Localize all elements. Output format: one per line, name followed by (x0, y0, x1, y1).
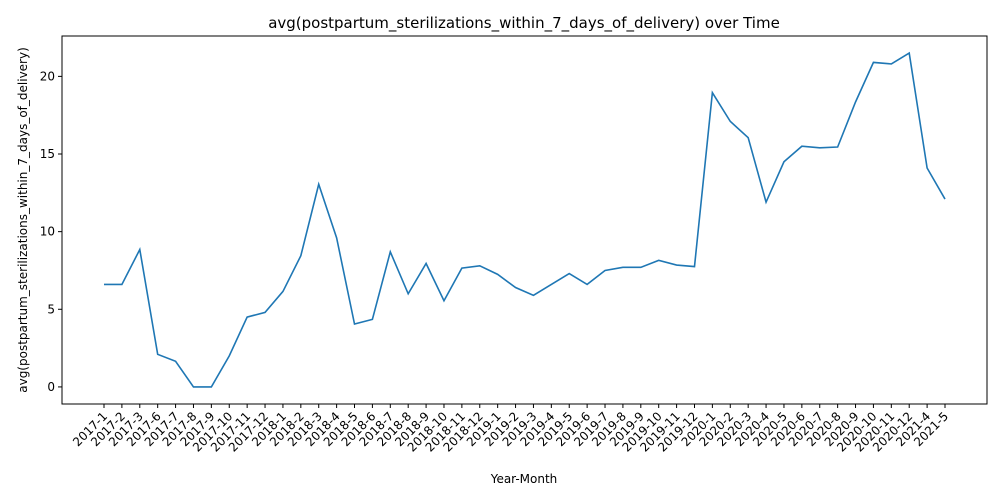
y-tick-label: 20 (40, 69, 55, 83)
y-tick-label: 10 (40, 225, 55, 239)
y-tick-label: 0 (47, 380, 55, 394)
y-axis-ticks: 0 5 10 15 20 (40, 69, 62, 394)
x-axis-ticks: 2017-12017-22017-32017-62017-72017-82017… (70, 404, 951, 455)
y-tick-label: 5 (47, 302, 55, 316)
x-axis-label: Year-Month (490, 472, 558, 486)
y-axis-label: avg(postpartum_sterilizations_within_7_d… (16, 47, 30, 393)
series-points (104, 53, 945, 387)
series-line (104, 53, 945, 387)
chart-title: avg(postpartum_sterilizations_within_7_d… (268, 14, 780, 33)
y-tick-label: 15 (40, 147, 55, 161)
plot-frame (62, 36, 987, 404)
